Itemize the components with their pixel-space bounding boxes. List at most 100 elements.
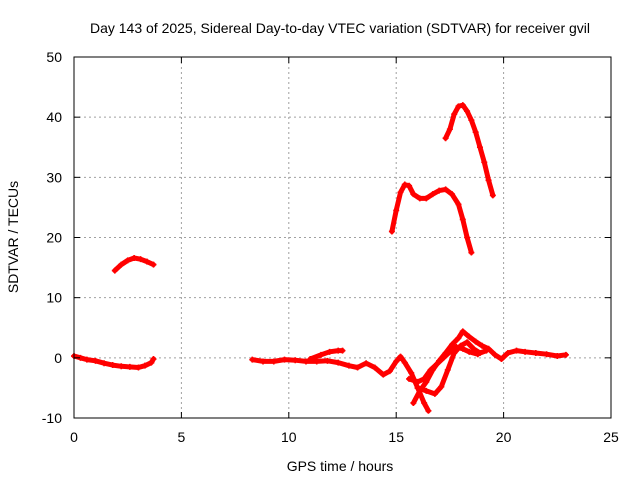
- data-point: [414, 384, 421, 391]
- tick-layer: 0 5 10 15 20 25 -10 0 10 20 30 40 50: [42, 49, 619, 445]
- data-point: [137, 256, 144, 263]
- data-point: [326, 348, 333, 355]
- data-point: [438, 383, 445, 390]
- y-tick-label: 20: [46, 230, 62, 246]
- data-point: [260, 358, 267, 365]
- x-tick-label: 25: [603, 429, 619, 445]
- series-seg-g: [406, 344, 481, 385]
- data-point: [393, 358, 400, 365]
- data-point: [388, 228, 395, 235]
- data-point: [453, 344, 460, 351]
- data-point: [532, 350, 539, 357]
- data-point: [466, 333, 473, 340]
- data-point: [449, 341, 456, 348]
- data-point: [380, 371, 387, 378]
- data-point: [270, 358, 277, 365]
- data-point: [118, 261, 125, 268]
- data-point: [410, 399, 417, 406]
- data-point: [455, 334, 462, 341]
- data-point: [318, 351, 325, 358]
- y-tick-label: 50: [46, 49, 62, 65]
- data-point: [442, 186, 449, 193]
- data-point: [444, 366, 451, 373]
- data-point: [324, 357, 331, 364]
- data-point: [363, 360, 370, 367]
- data-point: [423, 195, 430, 202]
- data-point: [249, 356, 256, 363]
- y-tick-label: -10: [42, 410, 62, 426]
- data-point: [472, 129, 479, 136]
- data-point: [427, 366, 434, 373]
- y-tick-label: 10: [46, 290, 62, 306]
- x-tick-label: 15: [388, 429, 404, 445]
- data-point: [474, 351, 481, 358]
- x-tick-label: 10: [281, 429, 297, 445]
- data-point: [335, 359, 342, 366]
- data-point: [455, 103, 462, 110]
- series-layer: [71, 102, 569, 414]
- x-tick-label: 5: [178, 429, 186, 445]
- y-tick-label: 0: [54, 350, 62, 366]
- data-point: [468, 117, 475, 124]
- data-point: [522, 348, 529, 355]
- data-point: [397, 353, 404, 360]
- data-point: [436, 187, 443, 194]
- data-point: [442, 135, 449, 142]
- data-point: [464, 234, 471, 241]
- data-point: [141, 362, 148, 369]
- data-point: [464, 339, 471, 346]
- data-point: [101, 360, 108, 367]
- data-point: [401, 181, 408, 188]
- data-point: [489, 192, 496, 199]
- data-point: [406, 182, 413, 189]
- data-point: [498, 356, 505, 363]
- data-point: [543, 351, 550, 358]
- data-point: [150, 261, 157, 268]
- data-point: [111, 267, 118, 274]
- data-point: [431, 390, 438, 397]
- data-point: [434, 360, 441, 367]
- data-point: [307, 356, 314, 363]
- data-point: [472, 338, 479, 345]
- data-point: [464, 108, 471, 115]
- data-point: [476, 144, 483, 151]
- data-point: [425, 407, 432, 414]
- data-point: [451, 111, 458, 118]
- series-seg-b: [111, 254, 157, 274]
- data-point: [339, 347, 346, 354]
- data-point: [459, 216, 466, 223]
- data-point: [92, 357, 99, 364]
- y-axis-label: SDTVAR / TECUs: [5, 181, 21, 293]
- data-point: [406, 375, 413, 382]
- data-point: [414, 378, 421, 385]
- data-point: [513, 347, 520, 354]
- series-seg-c: [249, 353, 432, 414]
- x-axis-label: GPS time / hours: [287, 458, 394, 474]
- data-point: [429, 191, 436, 198]
- data-point: [118, 363, 125, 370]
- data-point: [148, 359, 155, 366]
- y-tick-label: 40: [46, 109, 62, 125]
- data-point: [440, 354, 447, 361]
- data-point: [302, 358, 309, 365]
- data-point: [485, 177, 492, 184]
- data-point: [459, 345, 466, 352]
- data-point: [126, 363, 133, 370]
- data-point: [492, 351, 499, 358]
- data-point: [131, 254, 138, 261]
- data-point: [345, 362, 352, 369]
- data-point: [446, 126, 453, 133]
- data-point: [449, 191, 456, 198]
- data-point: [410, 191, 417, 198]
- data-point: [446, 348, 453, 355]
- y-tick-label: 30: [46, 169, 62, 185]
- data-point: [455, 201, 462, 208]
- data-point: [416, 195, 423, 202]
- data-point: [554, 353, 561, 360]
- series-line: [443, 102, 496, 198]
- data-point: [144, 258, 151, 265]
- data-point: [124, 257, 131, 264]
- data-point: [371, 364, 378, 371]
- series-line: [249, 354, 431, 414]
